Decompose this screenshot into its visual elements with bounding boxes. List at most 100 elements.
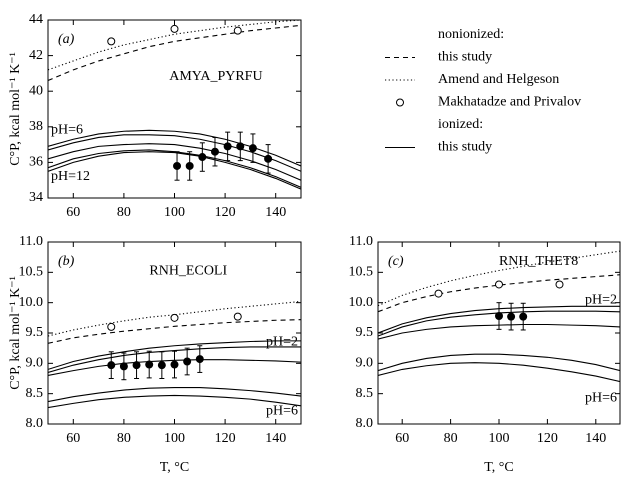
plot-frame [377,241,621,425]
annotation: pH=6 [51,123,83,138]
y-tick-label: 36 [29,155,43,170]
y-tick-label: 11.0 [349,234,373,249]
x-tick-label: 60 [66,205,80,220]
y-tick-label: 8.0 [356,416,374,431]
curve [48,20,301,71]
curve [48,151,301,190]
data-point [507,312,516,321]
data-point [173,161,182,170]
data-point [434,289,443,298]
x-tick-label: 60 [395,431,409,446]
y-tick-label: 42 [29,48,43,63]
x-tick-label: 120 [215,431,236,446]
data-point [195,355,204,364]
data-point [107,361,116,370]
y-tick-label: 34 [29,190,43,205]
y-tick-label: 9.0 [356,356,374,371]
data-point [236,142,245,151]
y-tick-label: 10.0 [19,295,44,310]
curve [48,24,301,82]
data-point [170,313,179,322]
plot-area [48,300,301,409]
y-tick-label: 44 [29,12,43,27]
curve [48,394,301,409]
data-point [495,280,503,289]
data-point [145,360,154,369]
y-tick-label: 8.5 [356,386,374,401]
panel-label: (a) [58,32,75,47]
annotation: pH=6 [585,391,617,406]
y-tick-label: 40 [29,83,43,98]
y-tick-label: 8.0 [26,416,44,431]
legend-label: Amend and Helgeson [438,72,559,87]
x-tick-label: 140 [585,431,606,446]
plot-area [378,250,620,383]
data-point [183,357,192,366]
annotation: AMYA_PYRFU [169,69,262,84]
y-tick-label: 9.5 [356,325,374,340]
curve [48,134,301,172]
x-tick-label: 120 [215,205,236,220]
x-tick-label: 140 [265,431,286,446]
annotation: RNH_ECOLI [149,263,227,278]
data-point [233,312,242,321]
annotation: pH=2 [266,334,298,349]
x-tick-label: 80 [117,205,131,220]
data-point [198,153,207,162]
data-point [170,360,179,369]
data-point [157,361,166,370]
data-point [264,154,273,163]
data-point [185,161,194,170]
curve [48,340,301,370]
curve [48,387,301,403]
y-tick-label: 9.0 [26,356,44,371]
data-point [132,361,141,370]
data-point [107,37,116,46]
curve [48,143,301,181]
x-tick-label: 60 [66,431,80,446]
y-tick-label: 11.0 [19,234,43,249]
legend-group-title: nonionized: [438,27,504,42]
plot-area [48,20,301,190]
curve [48,129,301,167]
legend-label: this study [438,140,492,155]
y-tick-label: 10.0 [349,295,374,310]
x-axis-label: T, °C [484,460,513,475]
y-tick-label: 10.5 [349,265,374,280]
data-point [555,280,564,289]
curve [48,346,301,373]
legend-swatch [396,98,404,107]
x-tick-label: 80 [444,431,458,446]
legend-label: Makhatadze and Privalov [438,95,581,110]
annotation: pH=12 [51,169,90,184]
data-point [210,147,219,156]
curve [378,353,620,372]
y-tick-label: 38 [29,119,43,134]
y-tick-label: 9.5 [26,325,44,340]
data-point [495,312,503,321]
annotation: RNH_THET8 [499,254,578,269]
x-tick-label: 100 [164,431,185,446]
y-axis-label: C°P, kcal mol⁻¹ K⁻¹ [8,276,23,390]
x-tick-label: 80 [117,431,131,446]
annotation: pH=6 [266,403,298,418]
curve [378,362,620,383]
y-tick-label: 8.5 [26,386,44,401]
data-point [248,144,257,153]
data-point [107,322,116,331]
y-tick-label: 10.5 [19,265,44,280]
annotation: pH=2 [585,292,617,307]
x-tick-label: 120 [537,431,558,446]
legend-group-title: ionized: [438,117,483,132]
data-point [119,362,128,371]
x-tick-label: 100 [489,431,510,446]
panel-label: (b) [58,254,75,269]
curve [48,149,301,188]
data-point [519,312,528,321]
y-axis-label: C°P, kcal mol⁻¹ K⁻¹ [8,52,23,166]
x-tick-label: 100 [164,205,185,220]
panel-label: (c) [388,254,404,269]
curve [378,250,620,307]
